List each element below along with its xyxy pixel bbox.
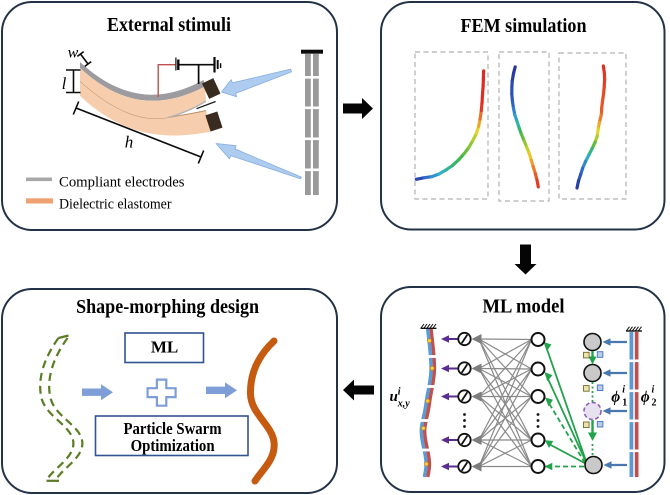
- svg-text:ML model: ML model: [483, 296, 565, 318]
- svg-text:l: l: [62, 74, 67, 93]
- svg-text:i: i: [398, 387, 401, 398]
- svg-text:ϕ: ϕ: [641, 388, 650, 405]
- svg-text:1: 1: [622, 397, 627, 408]
- svg-text:Dielectric elastomer: Dielectric elastomer: [59, 197, 172, 213]
- svg-text:ML: ML: [151, 338, 178, 357]
- svg-text:Particle Swarm: Particle Swarm: [124, 419, 222, 438]
- svg-text:h: h: [125, 133, 134, 152]
- svg-text:i: i: [622, 385, 625, 396]
- svg-text:FEM simulation: FEM simulation: [461, 15, 587, 37]
- svg-text:ϕ: ϕ: [611, 388, 620, 405]
- svg-text:i: i: [652, 385, 655, 396]
- svg-text:u: u: [390, 389, 398, 405]
- svg-text:Optimization: Optimization: [131, 436, 215, 455]
- svg-text:w: w: [68, 45, 79, 62]
- svg-text:x,y: x,y: [397, 399, 411, 410]
- svg-text:Shape-morphing design: Shape-morphing design: [76, 296, 259, 318]
- svg-text:Compliant electrodes: Compliant electrodes: [59, 175, 185, 191]
- svg-text:External stimuli: External stimuli: [107, 14, 231, 36]
- svg-text:2: 2: [652, 397, 657, 408]
